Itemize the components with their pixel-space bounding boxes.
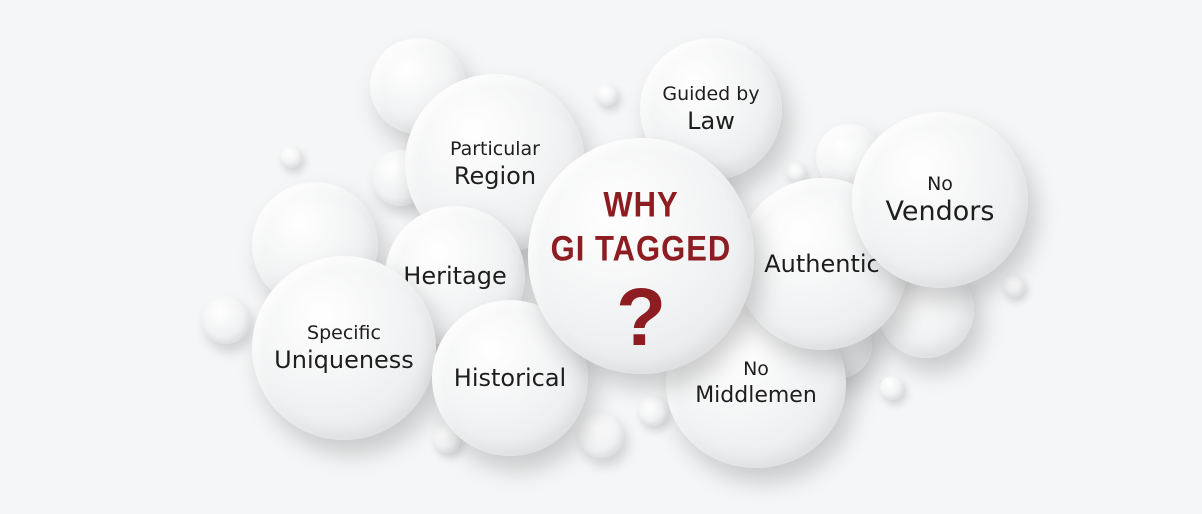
bubble-line: Heritage (403, 262, 507, 290)
center-title-line: GI TAGGED (550, 228, 732, 269)
center-title-line: WHY (603, 184, 679, 225)
decorative-bubble (202, 296, 250, 344)
bubble-line: Specific (307, 322, 381, 344)
bubble-line: Uniqueness (274, 346, 414, 374)
bubble-line: Region (453, 162, 537, 190)
bubble-line: No (927, 173, 953, 195)
decorative-dot (596, 84, 618, 106)
bubble-line: Particular (449, 138, 540, 160)
bubble-line: No (743, 358, 769, 380)
bubble-line: Law (687, 107, 735, 135)
bubble-line: Historical (453, 364, 567, 392)
bubble-line: Vendors (885, 196, 995, 227)
decorative-dot (1003, 275, 1025, 297)
decorative-dot (638, 396, 668, 426)
decorative-dot (280, 146, 302, 168)
question-mark-icon: ? (615, 272, 667, 363)
bubble-line: Guided by (662, 83, 760, 105)
decorative-bubble (578, 412, 624, 458)
decorative-dot (880, 376, 904, 400)
bubble-specific-uniqueness: Specific Uniqueness (252, 256, 436, 440)
decorative-dot (786, 162, 806, 182)
bubble-line: Authentic (764, 250, 880, 278)
center-bubble: WHY GI TAGGED ? (528, 138, 754, 374)
bubble-line: Middlemen (695, 383, 817, 408)
bubble-no-vendors: No Vendors (852, 112, 1028, 288)
